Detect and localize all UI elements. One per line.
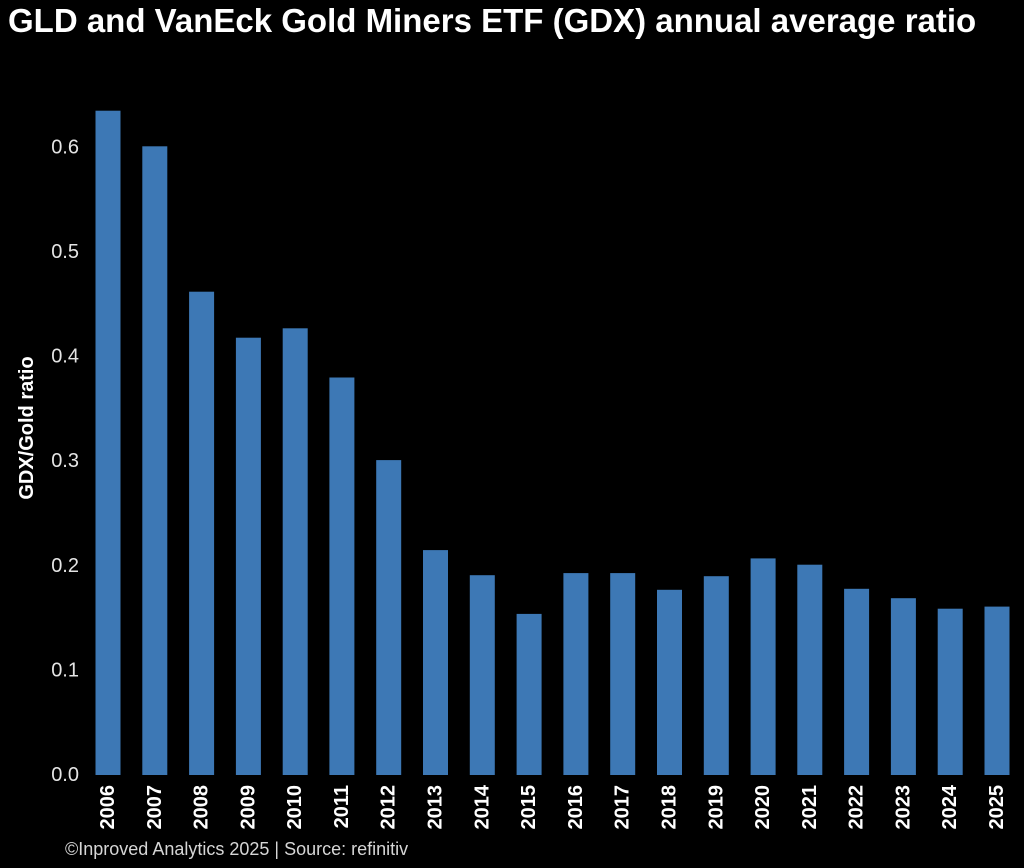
x-tick-label-2007: 2007 — [144, 785, 166, 830]
bar-2022 — [844, 588, 870, 775]
x-tick-label-2008: 2008 — [191, 785, 213, 830]
bar-2009 — [235, 337, 261, 775]
bar-2015 — [516, 613, 542, 775]
y-tick-label-0.6: 0.6 — [51, 136, 79, 158]
bar-2011 — [329, 377, 355, 775]
x-tick-label-2016: 2016 — [565, 785, 587, 830]
x-tick-label-2014: 2014 — [471, 784, 493, 829]
y-tick-label-0.3: 0.3 — [51, 450, 79, 472]
x-tick-label-2019: 2019 — [705, 785, 727, 830]
bar-2008 — [189, 291, 215, 775]
x-tick-label-2017: 2017 — [612, 785, 634, 830]
x-tick-label-2021: 2021 — [799, 785, 821, 830]
y-axis-label: GDX/Gold ratio — [16, 356, 38, 499]
bar-2014 — [469, 575, 495, 775]
bar-2007 — [142, 146, 168, 776]
bar-2010 — [282, 328, 308, 775]
x-tick-label-2025: 2025 — [986, 785, 1008, 830]
bar-2021 — [797, 564, 823, 775]
source-credit: ©Inproved Analytics 2025 | Source: refin… — [65, 839, 408, 859]
x-tick-label-2013: 2013 — [425, 785, 447, 830]
bar-2019 — [703, 576, 729, 775]
x-tick-label-2018: 2018 — [659, 785, 681, 830]
x-tick-label-2015: 2015 — [518, 785, 540, 830]
bars-group — [95, 110, 1010, 776]
bar-2013 — [423, 550, 448, 775]
bar-2012 — [376, 460, 402, 775]
bar-2018 — [657, 589, 682, 775]
bar-2020 — [750, 558, 776, 775]
x-tick-label-2006: 2006 — [97, 785, 119, 830]
y-tick-label-0.2: 0.2 — [51, 555, 79, 577]
x-tick-label-2023: 2023 — [892, 785, 914, 830]
x-tick-label-2024: 2024 — [939, 784, 961, 829]
x-tick-label-2022: 2022 — [846, 785, 868, 830]
x-tick-label-2009: 2009 — [237, 785, 259, 830]
x-tick-label-2010: 2010 — [284, 785, 306, 830]
y-tick-label-0.0: 0.0 — [51, 764, 79, 786]
chart-title: GLD and VanEck Gold Miners ETF (GDX) ann… — [8, 2, 976, 39]
y-tick-label-0.1: 0.1 — [51, 659, 79, 681]
bar-2006 — [95, 110, 121, 775]
y-tick-label-0.4: 0.4 — [51, 346, 79, 368]
bar-2016 — [563, 573, 589, 775]
bar-2023 — [890, 598, 916, 775]
bar-2025 — [984, 606, 1010, 775]
bar-2017 — [610, 573, 636, 775]
bar-2024 — [937, 608, 963, 775]
x-tick-label-2020: 2020 — [752, 785, 774, 830]
y-tick-label-0.5: 0.5 — [51, 241, 79, 263]
y-axis-tick-labels: 0.0 0.1 0.2 0.3 0.4 0.5 0.6 — [51, 136, 79, 786]
x-tick-label-2012: 2012 — [378, 785, 400, 830]
x-tick-label-2011: 2011 — [331, 785, 353, 828]
x-axis-tick-labels: 2006 2007 2008 2009 2010 2011 2012 2013 2014 2015… — [97, 784, 1008, 829]
